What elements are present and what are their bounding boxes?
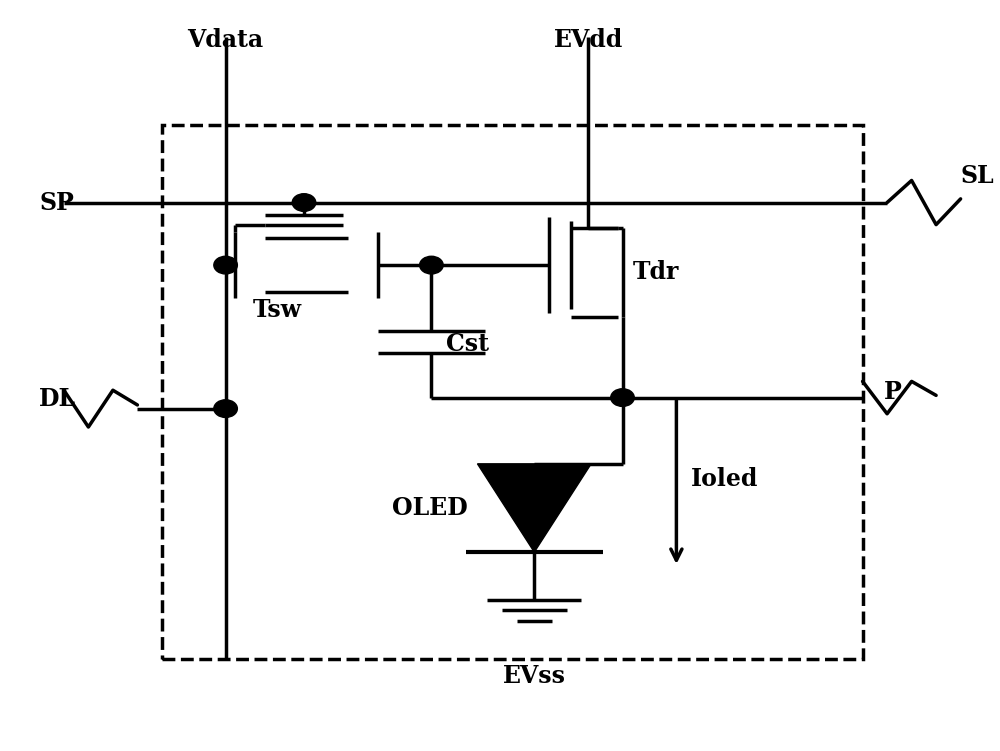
Circle shape [292,194,316,211]
Text: Tsw: Tsw [253,298,302,322]
Circle shape [214,256,237,274]
Text: Ioled: Ioled [691,466,758,490]
Circle shape [611,389,634,406]
Text: SL: SL [961,164,994,188]
Text: SP: SP [39,191,74,215]
Text: EVdd: EVdd [554,28,623,52]
Circle shape [214,400,237,418]
Text: EVss: EVss [503,664,566,688]
Text: OLED: OLED [392,496,468,520]
Bar [162,125,863,659]
Text: Cst: Cst [446,332,489,356]
Text: DL: DL [39,387,77,411]
Polygon shape [477,464,591,552]
Text: Vdata: Vdata [188,28,264,52]
Text: P: P [884,380,902,404]
Circle shape [420,256,443,274]
Text: Tdr: Tdr [632,261,679,285]
